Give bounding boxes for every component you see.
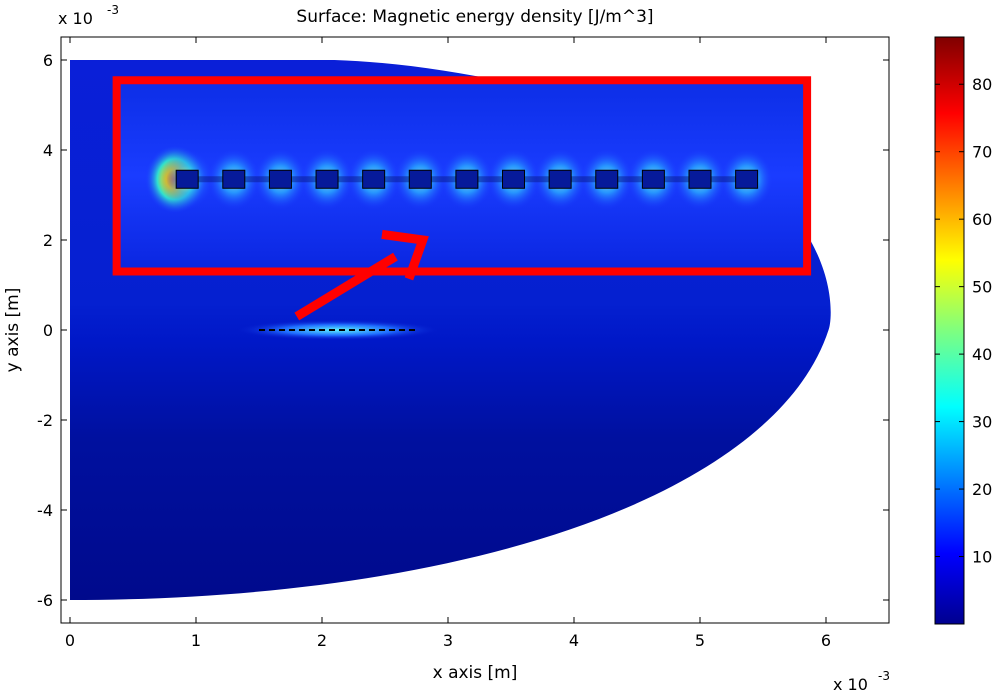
conductor-array xyxy=(175,169,759,189)
x-axis-label: x axis [m] xyxy=(433,663,518,683)
x-tick-label: 4 xyxy=(569,631,579,650)
conductor xyxy=(502,169,526,189)
colorbar-tick-label: 80 xyxy=(972,75,992,94)
x-tick-label: 0 xyxy=(65,631,75,650)
x-ticks: 0 1 2 3 4 5 6 xyxy=(65,37,831,650)
colorbar-tick-label: 60 xyxy=(972,210,992,229)
y-tick-label: 0 xyxy=(43,321,53,340)
y-tick-label: 6 xyxy=(43,51,53,70)
x-tick-label: 3 xyxy=(443,631,453,650)
colorbar-tick-label: 20 xyxy=(972,480,992,499)
colorbar-tick-label: 10 xyxy=(972,548,992,567)
strip-glow xyxy=(237,320,439,340)
highlight-box xyxy=(112,76,812,276)
conductor xyxy=(268,169,292,189)
conductor xyxy=(175,169,199,189)
x-tick-label: 2 xyxy=(317,631,327,650)
arrow-head xyxy=(381,229,429,281)
x-tick-label: 1 xyxy=(191,631,201,650)
conductor xyxy=(641,169,665,189)
conductor xyxy=(455,169,479,189)
colorbar-tick-label: 30 xyxy=(972,413,992,432)
conductor xyxy=(548,169,572,189)
y-tick-label: 2 xyxy=(43,231,53,250)
conductor xyxy=(222,169,246,189)
y-exponent-power: -3 xyxy=(107,3,119,17)
conductor xyxy=(688,169,712,189)
conductor xyxy=(735,169,759,189)
conductor xyxy=(408,169,432,189)
y-tick-label: -6 xyxy=(37,591,53,610)
y-tick-label: -2 xyxy=(37,411,53,430)
x-exponent: x 10 xyxy=(833,675,868,692)
conductor xyxy=(595,169,619,189)
x-tick-label: 6 xyxy=(821,631,831,650)
conductor xyxy=(362,169,386,189)
conductor xyxy=(315,169,339,189)
y-exponent: x 10 xyxy=(58,9,93,28)
colorbar-ticks: 10 20 30 40 50 60 70 80 xyxy=(935,75,992,567)
arrow-shaft xyxy=(294,252,398,321)
x-tick-label: 5 xyxy=(695,631,705,650)
y-tick-label: 4 xyxy=(43,141,53,160)
red-arrow xyxy=(294,229,429,321)
y-axis-label: y axis [m] xyxy=(3,288,23,373)
colorbar-tick-label: 70 xyxy=(972,143,992,162)
colorbar-tick-label: 50 xyxy=(972,278,992,297)
colorbar-tick-label: 40 xyxy=(972,345,992,364)
chart-title: Surface: Magnetic energy density [J/m^3] xyxy=(296,7,653,27)
y-tick-label: -4 xyxy=(37,501,53,520)
y-ticks: -6 -4 -2 0 2 4 6 xyxy=(37,51,889,610)
colorbar xyxy=(934,36,965,625)
x-exponent-power: -3 xyxy=(878,669,890,683)
